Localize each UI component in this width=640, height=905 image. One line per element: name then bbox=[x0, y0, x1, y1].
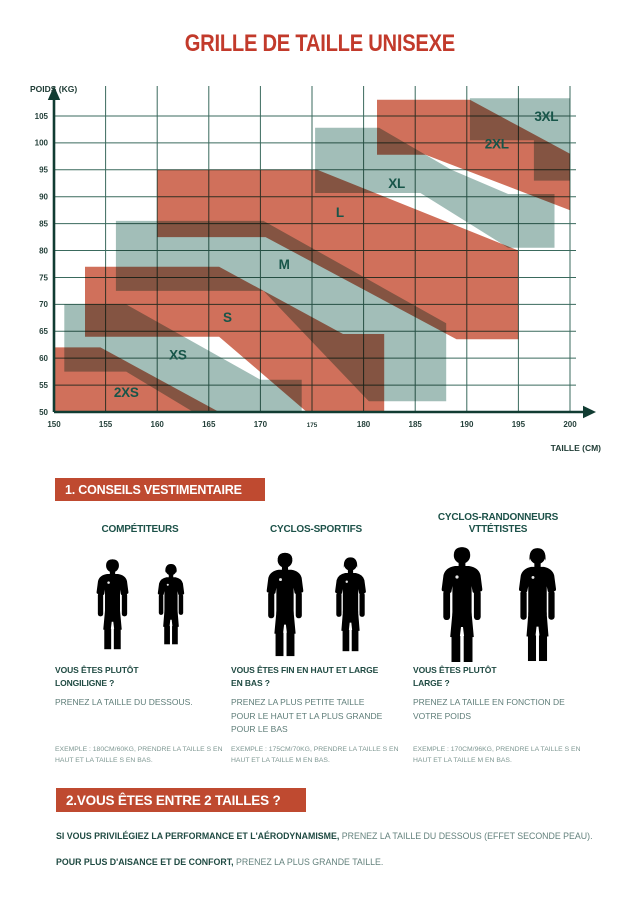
section2-heading-banner: 2.VOUS ÊTES ENTRE 2 TAILLES ? bbox=[56, 788, 306, 812]
y-tick-label: 50 bbox=[39, 408, 48, 417]
y-tick-label: 95 bbox=[39, 166, 48, 175]
x-tick-label: 160 bbox=[151, 420, 165, 429]
size-chart: 2XS XS S M L XL 2XL 3XL 50 55 60 65 70 75 80 85 90 95 100 1… bbox=[30, 84, 602, 453]
band-3xl bbox=[469, 98, 570, 181]
band-label-2xs: 2XS bbox=[114, 385, 139, 400]
x-tick-label: 155 bbox=[99, 420, 113, 429]
x-tick-label: 175 bbox=[307, 422, 318, 429]
band-s bbox=[85, 266, 385, 412]
advice-line-confort: POUR PLUS D'AISANCE ET DE CONFORT, PRENE… bbox=[56, 857, 384, 867]
y-tick-label: 55 bbox=[39, 381, 48, 390]
x-axis-arrow-icon bbox=[583, 405, 596, 419]
advice: PRENEZ LA TAILLE DU DESSOUS. bbox=[55, 697, 193, 707]
question: VOUS ÊTES FIN EN HAUT ET LARGE EN BAS ? bbox=[231, 665, 379, 688]
y-tick-label: 70 bbox=[39, 300, 48, 309]
x-tick-label: 170 bbox=[254, 420, 268, 429]
column-cyclos-sportifs: CYCLOS-SPORTIFS VOUS ÊTES FIN EN HAUT ET… bbox=[226, 508, 406, 808]
column-header: CYCLOS-SPORTIFS bbox=[269, 524, 362, 535]
y-tick-label: 100 bbox=[35, 139, 49, 148]
photo-pair-cyclos-randonneurs bbox=[408, 540, 588, 662]
band-xl bbox=[315, 127, 555, 248]
band-l bbox=[157, 169, 519, 340]
photo-pair-cyclos-sportifs bbox=[226, 540, 406, 662]
example: EXEMPLE : 170CM/96KG, PRENDRE LA TAILLE … bbox=[413, 746, 581, 764]
question: VOUS ÊTES PLUTÔT LONGILIGNE ? bbox=[55, 665, 139, 688]
column-cyclos-randonneurs: CYCLOS-RANDONNEURS VTTÉTISTES VOUS ÊTES … bbox=[408, 508, 588, 808]
section1-heading-banner: 1. CONSEILS VESTIMENTAIRE bbox=[55, 478, 265, 501]
band-label-l: L bbox=[336, 205, 344, 220]
section1-heading: 1. CONSEILS VESTIMENTAIRE bbox=[65, 482, 242, 497]
question: VOUS ÊTES PLUTÔT LARGE ? bbox=[413, 665, 497, 688]
band-label-xs: XS bbox=[169, 347, 187, 362]
section2-heading: 2.VOUS ÊTES ENTRE 2 TAILLES ? bbox=[66, 792, 281, 808]
column-header: CYCLOS-RANDONNEURS VTTÉTISTES bbox=[437, 512, 559, 535]
band-m bbox=[115, 220, 447, 402]
advice: PRENEZ LA PLUS PETITE TAILLE POUR LE HAU… bbox=[231, 697, 383, 734]
woman-photo bbox=[150, 544, 192, 662]
y-tick-label: 65 bbox=[39, 327, 48, 336]
advice: PRENEZ LA TAILLE EN FONCTION DE VOTRE PO… bbox=[413, 697, 565, 721]
band-label-m: M bbox=[279, 257, 290, 272]
man-photo bbox=[258, 544, 312, 662]
y-tick-label: 105 bbox=[35, 112, 49, 121]
column-competiteurs: COMPÉTITEURS VOUS ÊTES PLUTÔT LONGILIGNE… bbox=[50, 508, 230, 808]
x-tick-label: 190 bbox=[460, 420, 474, 429]
man-photo bbox=[430, 544, 494, 662]
man-photo bbox=[89, 544, 136, 662]
y-tick-label: 75 bbox=[39, 273, 48, 282]
x-tick-label: 150 bbox=[47, 420, 61, 429]
x-tick-label: 180 bbox=[357, 420, 371, 429]
y-tick-label: 80 bbox=[39, 246, 48, 255]
woman-photo bbox=[326, 544, 375, 662]
y-tick-label: 90 bbox=[39, 193, 48, 202]
advice-line-performance: SI VOUS PRIVILÉGIEZ LA PERFORMANCE ET L'… bbox=[56, 831, 593, 841]
x-axis-title: TAILLE (CM) bbox=[551, 443, 602, 453]
woman-photo bbox=[508, 544, 567, 662]
x-tick-label: 195 bbox=[512, 420, 526, 429]
band-label-2xl: 2XL bbox=[485, 137, 509, 152]
band-label-3xl: 3XL bbox=[534, 109, 558, 124]
y-axis-title: POIDS (KG) bbox=[30, 84, 77, 94]
column-header: COMPÉTITEURS bbox=[101, 524, 179, 535]
x-tick-label: 165 bbox=[202, 420, 216, 429]
photo-pair-competiteurs bbox=[50, 540, 230, 662]
x-tick-label: 200 bbox=[563, 420, 577, 429]
band-label-s: S bbox=[223, 310, 232, 325]
y-tick-label: 60 bbox=[39, 354, 48, 363]
example: EXEMPLE : 175CM/70KG, PRENDRE LA TAILLE … bbox=[231, 746, 399, 764]
page-title: GRILLE DE TAILLE UNISEXE bbox=[184, 30, 456, 57]
band-label-xl: XL bbox=[388, 176, 405, 191]
band-2xl bbox=[377, 99, 570, 211]
y-axis-arrow-icon bbox=[47, 86, 61, 100]
y-tick-label: 85 bbox=[39, 219, 48, 228]
x-tick-label: 185 bbox=[409, 420, 423, 429]
example: EXEMPLE : 180CM/60KG, PRENDRE LA TAILLE … bbox=[55, 746, 223, 764]
